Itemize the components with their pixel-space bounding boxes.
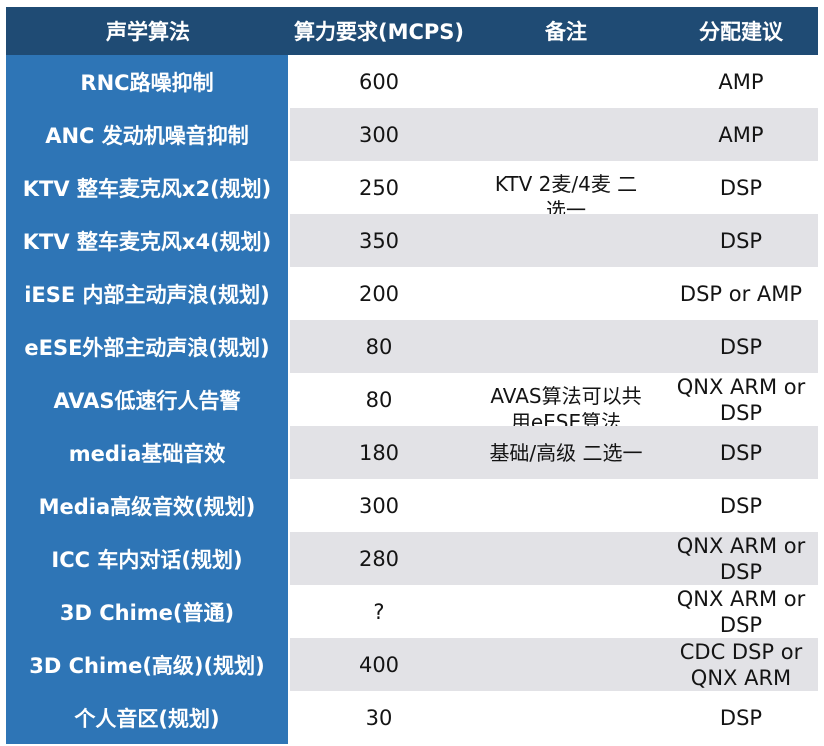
- note-cell: AVAS算法可以共 用eESE算法: [468, 373, 664, 426]
- table-row: KTV 整车麦克风x2(规划) 250 KTV 2麦/4麦 二 选一 DSP: [6, 161, 818, 214]
- algorithm-name-cell: 3D Chime(普通): [6, 585, 290, 638]
- mcps-value-cell: 300: [290, 108, 468, 161]
- algorithm-name-cell: AVAS低速行人告警: [6, 373, 290, 426]
- table-row: KTV 整车麦克风x4(规划) 350 DSP: [6, 214, 818, 267]
- table-row: 3D Chime(普通) ? QNX ARM or DSP: [6, 585, 818, 638]
- algorithm-name-cell: iESE 内部主动声浪(规划): [6, 267, 290, 320]
- table-row: eESE外部主动声浪(规划) 80 DSP: [6, 320, 818, 373]
- algorithm-name-cell: media基础音效: [6, 426, 290, 479]
- algorithm-name-cell: eESE外部主动声浪(规划): [6, 320, 290, 373]
- mcps-value-cell: 600: [290, 55, 468, 108]
- algorithm-name-cell: 个人音区(规划): [6, 691, 290, 744]
- note-cell: KTV 2麦/4麦 二 选一: [468, 161, 664, 214]
- mcps-value-cell: 250: [290, 161, 468, 214]
- allocation-cell: DSP: [664, 161, 818, 214]
- table-row: 个人音区(规划) 30 DSP: [6, 691, 818, 744]
- allocation-cell: QNX ARM or DSP: [664, 585, 818, 638]
- mcps-value-cell: 80: [290, 320, 468, 373]
- table-row: 3D Chime(高级)(规划) 400 CDC DSP or QNX ARM: [6, 638, 818, 691]
- mcps-value-cell: 30: [290, 691, 468, 744]
- allocation-cell: DSP: [664, 691, 818, 744]
- note-cell: [468, 320, 664, 373]
- algorithm-name-cell: KTV 整车麦克风x4(规划): [6, 214, 290, 267]
- allocation-cell: AMP: [664, 108, 818, 161]
- header-notes: 备注: [545, 20, 587, 44]
- algorithm-name-cell: ICC 车内对话(规划): [6, 532, 290, 585]
- allocation-cell: DSP: [664, 214, 818, 267]
- note-cell: [468, 585, 664, 638]
- header-acoustic-algorithm: 声学算法: [106, 20, 190, 44]
- note-cell: 基础/高级 二选一: [468, 426, 664, 479]
- header-mcps-requirement: 算力要求(MCPS): [293, 20, 465, 44]
- note-cell: [468, 108, 664, 161]
- table-row: RNC路噪抑制 600 AMP: [6, 55, 818, 108]
- mcps-value-cell: 180: [290, 426, 468, 479]
- table-body: RNC路噪抑制 600 AMP ANC 发动机噪音抑制 300 AMP KTV …: [6, 55, 818, 744]
- allocation-cell: DSP or AMP: [664, 267, 818, 320]
- algorithm-name-cell: RNC路噪抑制: [6, 55, 290, 108]
- note-cell: [468, 638, 664, 691]
- acoustic-algorithm-table: 声学算法 算力要求(MCPS) 备注 分配建议 RNC路噪抑制 600 AMP …: [6, 7, 818, 744]
- table-row: Media高级音效(规划) 300 DSP: [6, 479, 818, 532]
- algorithm-name-cell: ANC 发动机噪音抑制: [6, 108, 290, 161]
- table-row: media基础音效 180 基础/高级 二选一 DSP: [6, 426, 818, 479]
- table-row: ANC 发动机噪音抑制 300 AMP: [6, 108, 818, 161]
- mcps-value-cell: 200: [290, 267, 468, 320]
- table-row: AVAS低速行人告警 80 AVAS算法可以共 用eESE算法 QNX ARM …: [6, 373, 818, 426]
- note-cell: [468, 267, 664, 320]
- table-row: iESE 内部主动声浪(规划) 200 DSP or AMP: [6, 267, 818, 320]
- mcps-value-cell: ?: [290, 585, 468, 638]
- mcps-value-cell: 350: [290, 214, 468, 267]
- note-cell: [468, 55, 664, 108]
- mcps-value-cell: 400: [290, 638, 468, 691]
- note-cell: [468, 532, 664, 585]
- note-cell: [468, 214, 664, 267]
- header-allocation-suggestion: 分配建议: [699, 20, 783, 44]
- mcps-value-cell: 280: [290, 532, 468, 585]
- allocation-cell: AMP: [664, 55, 818, 108]
- allocation-cell: CDC DSP or QNX ARM: [664, 638, 818, 691]
- mcps-value-cell: 80: [290, 373, 468, 426]
- allocation-cell: DSP: [664, 426, 818, 479]
- algorithm-name-cell: Media高级音效(规划): [6, 479, 290, 532]
- allocation-cell: QNX ARM or DSP: [664, 373, 818, 426]
- table-header-row: 声学算法 算力要求(MCPS) 备注 分配建议: [6, 7, 818, 55]
- note-cell: [468, 479, 664, 532]
- allocation-cell: QNX ARM or DSP: [664, 532, 818, 585]
- algorithm-name-cell: 3D Chime(高级)(规划): [6, 638, 290, 691]
- allocation-cell: DSP: [664, 479, 818, 532]
- table-row: ICC 车内对话(规划) 280 QNX ARM or DSP: [6, 532, 818, 585]
- allocation-cell: DSP: [664, 320, 818, 373]
- mcps-value-cell: 300: [290, 479, 468, 532]
- note-cell: [468, 691, 664, 744]
- algorithm-name-cell: KTV 整车麦克风x2(规划): [6, 161, 290, 214]
